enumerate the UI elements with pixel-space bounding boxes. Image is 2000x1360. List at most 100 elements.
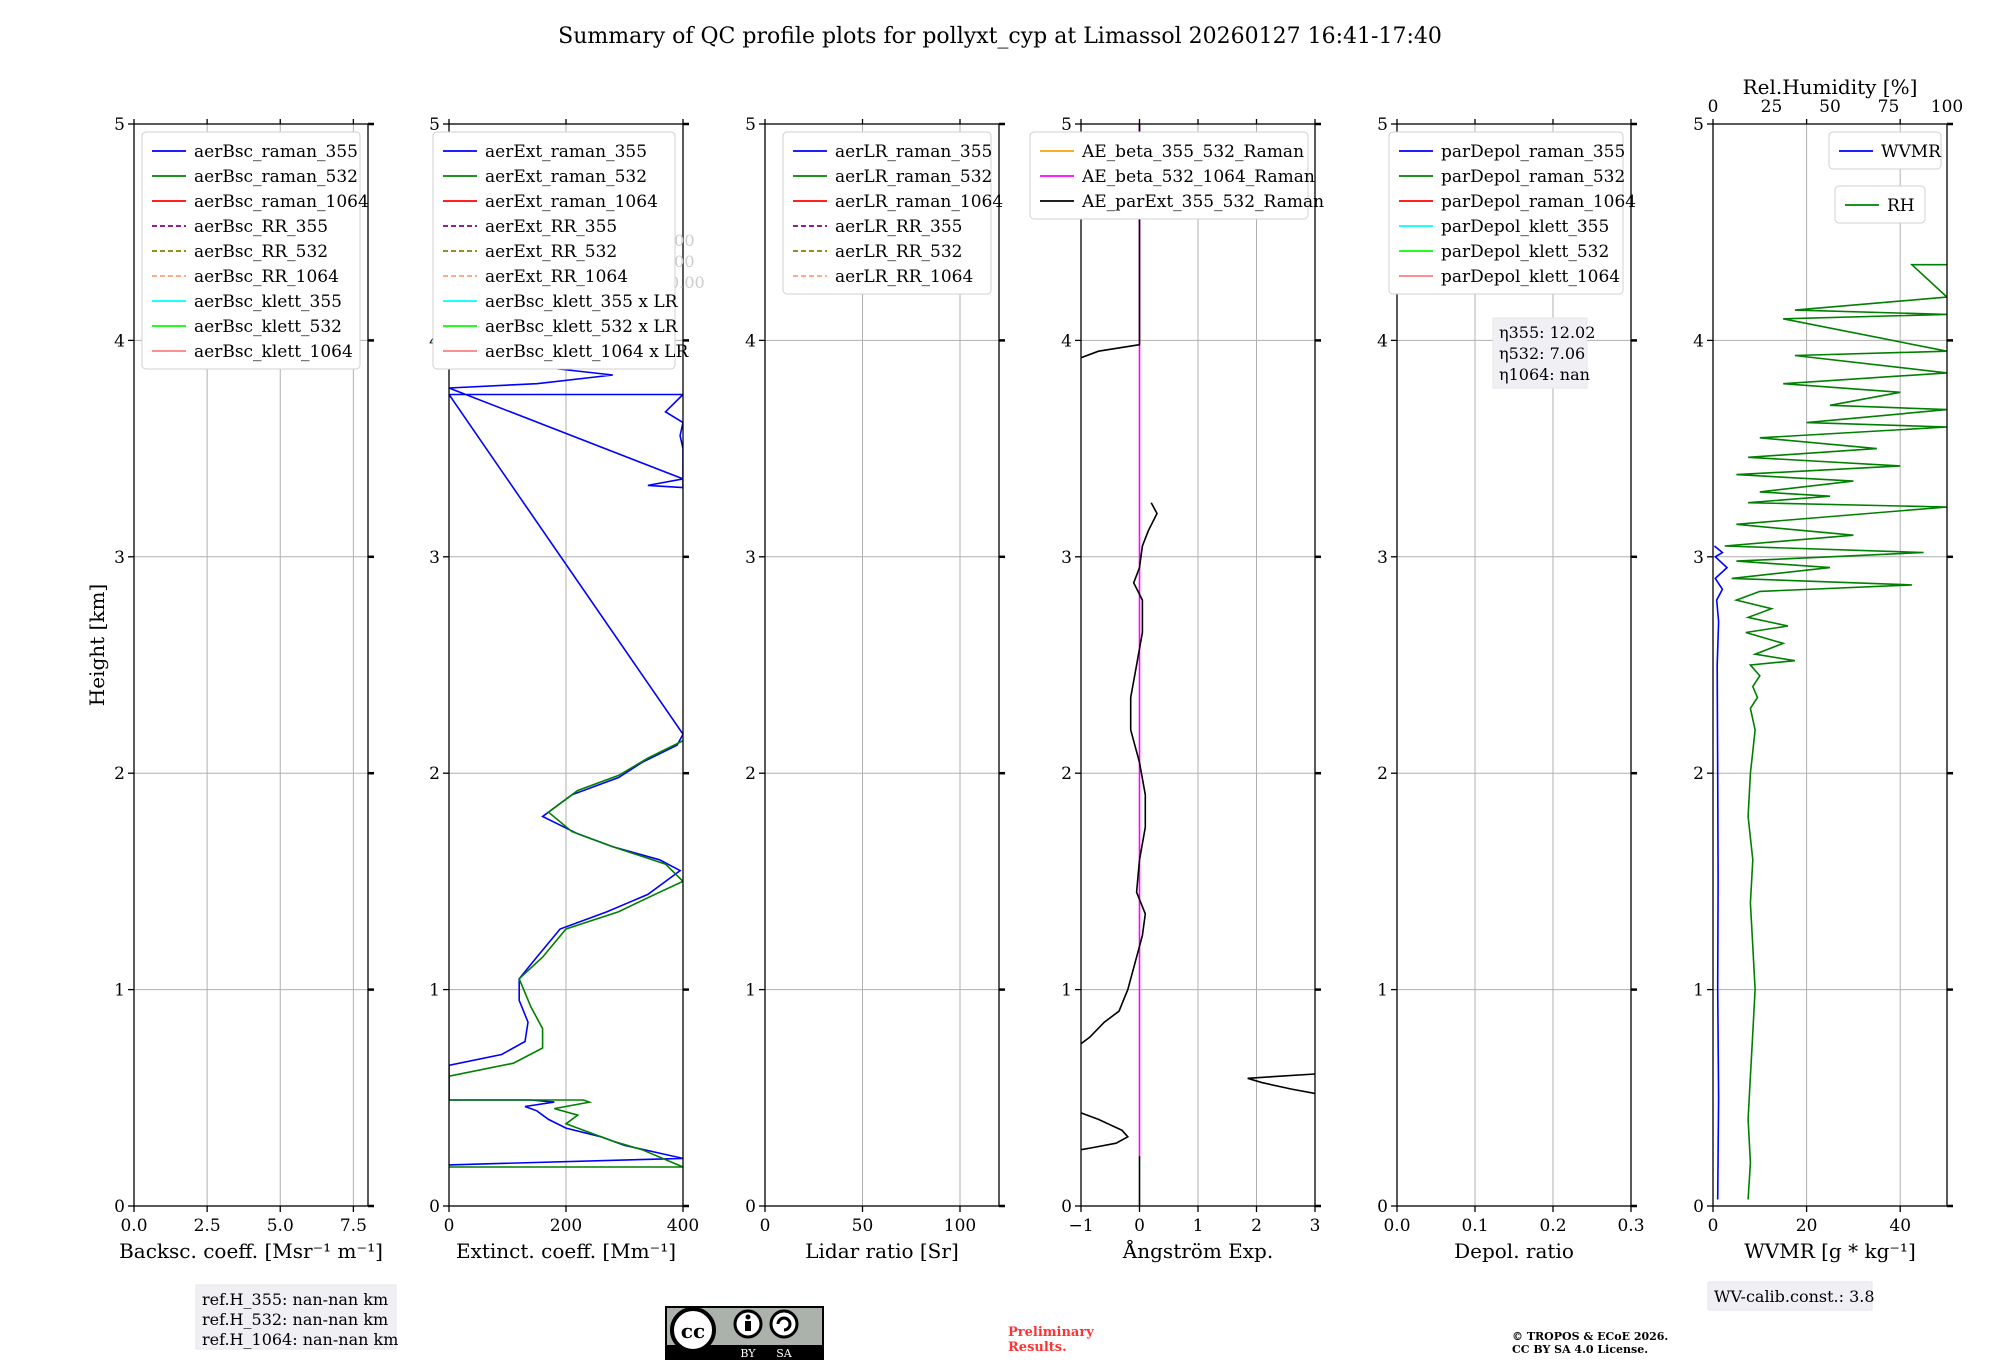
annotation-line: η1064: nan — [1499, 365, 1590, 384]
y-tick-label: 4 — [745, 331, 756, 351]
y-tick-label: 2 — [429, 764, 440, 784]
legend-label: aerLR_raman_532 — [835, 167, 992, 187]
figure-title: Summary of QC profile plots for pollyxt_… — [558, 24, 1442, 49]
y-tick-label: 3 — [1693, 548, 1704, 568]
y-tick-label: 0 — [1061, 1197, 1072, 1217]
wv-calib-box: WV-calib.const.: 3.8 — [1707, 1281, 1875, 1311]
sa-text: SA — [776, 1347, 793, 1360]
legend-label: aerLR_RR_532 — [835, 242, 962, 262]
y-tick-label: 4 — [1377, 331, 1388, 351]
legend-label: aerBsc_RR_532 — [194, 242, 328, 262]
series-line-AE_parExt_355_532_Raman_e — [1247, 1073, 1315, 1095]
axes-frame — [133, 123, 369, 1207]
refinfo-box: ref.H_355: nan-nan km ref.H_532: nan-nan… — [195, 1284, 398, 1350]
y-tick-label: 5 — [429, 115, 440, 135]
top-x-tick-label: 0 — [1708, 97, 1719, 117]
cc-license-badge: cc BY SA — [665, 1306, 824, 1360]
legend: RH — [1834, 185, 1926, 224]
y-tick-label: 4 — [1693, 331, 1704, 351]
y-tick-label: 2 — [745, 764, 756, 784]
x-tick-label: 40 — [1889, 1216, 1911, 1236]
preliminary-line-1: Preliminary — [1008, 1325, 1094, 1340]
legend-label: aerLR_raman_355 — [835, 142, 992, 162]
series-line-RH — [1724, 263, 1947, 1200]
x-tick-label: 3 — [1310, 1216, 1321, 1236]
x-tick-label: 20 — [1796, 1216, 1818, 1236]
legend-label: parDepol_raman_355 — [1441, 142, 1625, 162]
y-tick-label: 4 — [114, 331, 125, 351]
legend-label: aerLR_RR_1064 — [835, 267, 973, 287]
panel-ext: 0200400012345Extinct. coeff. [Mm⁻¹]LR355… — [429, 115, 705, 1263]
y-tick-label: 2 — [114, 764, 125, 784]
x-tick-label: 1 — [1193, 1216, 1204, 1236]
refinfo-line-3: ref.H_1064: nan-nan km — [202, 1330, 398, 1349]
legend: AE_beta_355_532_Raman AE_beta_532_1064_Ra… — [1029, 131, 1324, 220]
sa-icon — [769, 1309, 799, 1339]
y-tick-label: 3 — [1377, 548, 1388, 568]
y-tick-label: 1 — [1061, 981, 1072, 1001]
top-x-tick-label: 25 — [1761, 97, 1783, 117]
x-axis-label: Extinct. coeff. [Mm⁻¹] — [456, 1239, 676, 1263]
legend-label: aerBsc_raman_532 — [194, 167, 358, 187]
legend: aerLR_raman_355 aerLR_raman_532 aerLR_rama… — [782, 131, 1003, 295]
series-line-AE_parExt_355_532_Raman_d — [1081, 1112, 1130, 1151]
x-tick-label: −1 — [1068, 1216, 1093, 1236]
x-tick-label: 50 — [852, 1216, 874, 1236]
series-line-AE_parExt_355_532_Raman — [1081, 124, 1141, 359]
legend-label: aerExt_RR_355 — [485, 217, 617, 237]
top-x-tick-label: 50 — [1819, 97, 1841, 117]
legend: aerExt_raman_355 aerExt_raman_532 aerExt_r… — [432, 131, 689, 370]
panel-bsc: 0.0 2.5 5.0 7.5 0 1 2 3 4 5 Backsc. coeff. [Msr⁻¹ … — [114, 115, 383, 1263]
y-tick-label: 1 — [1693, 981, 1704, 1001]
top-x-tick-label: 100 — [1931, 97, 1963, 117]
legend-label: aerBsc_RR_355 — [194, 217, 328, 237]
x-tick-label: 5.0 — [267, 1216, 294, 1236]
y-tick-label: 3 — [1061, 548, 1072, 568]
y-tick-label: 3 — [745, 548, 756, 568]
legend: aerBsc_raman_355 aerBsc_raman_532 aerBsc_r… — [141, 131, 369, 370]
legend-label: aerExt_RR_1064 — [485, 267, 628, 287]
legend-label: aerBsc_RR_1064 — [194, 267, 339, 287]
x-tick-label: 0 — [760, 1216, 771, 1236]
x-axis-label: Backsc. coeff. [Msr⁻¹ m⁻¹] — [119, 1239, 383, 1263]
refinfo-line-1: ref.H_355: nan-nan km — [202, 1290, 388, 1309]
axes-frame — [764, 123, 1000, 1207]
x-tick-label: 2 — [1251, 1216, 1262, 1236]
panels: 0.0 2.5 5.0 7.5 0 1 2 3 4 5 Backsc. coeff. [Msr⁻¹ … — [114, 75, 1963, 1263]
series-group — [1713, 263, 1947, 1200]
y-tick-label: 5 — [745, 115, 756, 135]
legend-label: aerExt_RR_532 — [485, 242, 617, 262]
axes-frame — [1712, 123, 1948, 1207]
series-line-WVMR — [1713, 545, 1729, 1200]
y-tick-label: 0 — [114, 1197, 125, 1217]
y-tick-label: 4 — [1061, 331, 1072, 351]
y-tick-label: 1 — [1377, 981, 1388, 1001]
copyright-line-1: © TROPOS & ECoE 2026. — [1512, 1330, 1668, 1343]
annotation-line: η532: 7.06 — [1499, 344, 1585, 363]
y-tick-label: 0 — [429, 1197, 440, 1217]
series-line-AE_parExt_355_532_Raman_c — [1081, 502, 1158, 1045]
series-group — [1081, 124, 1315, 1206]
y-tick-label: 3 — [429, 548, 440, 568]
legend-label: aerLR_raman_1064 — [835, 192, 1003, 212]
series-line-aerExt_raman_532 — [449, 739, 683, 1168]
legend-label: aerExt_raman_1064 — [485, 192, 658, 212]
refinfo-line-2: ref.H_532: nan-nan km — [202, 1310, 388, 1329]
x-tick-label: 0.1 — [1461, 1216, 1488, 1236]
y-tick-label: 5 — [1377, 115, 1388, 135]
legend-label: parDepol_klett_1064 — [1441, 267, 1620, 287]
cc-icon — [670, 1307, 716, 1353]
y-tick-label: 3 — [114, 548, 125, 568]
legend-label: aerExt_raman_355 — [485, 142, 647, 162]
y-tick-label: 2 — [1693, 764, 1704, 784]
legend: WVMR — [1828, 131, 1942, 170]
legend-label: aerBsc_raman_1064 — [194, 192, 369, 212]
legend-label: parDepol_klett_532 — [1441, 242, 1609, 262]
by-text: BY — [740, 1347, 756, 1360]
y-tick-label: 1 — [429, 981, 440, 1001]
legend-label: aerBsc_klett_532 x LR — [485, 317, 679, 337]
y-tick-label: 1 — [745, 981, 756, 1001]
series-line-aerExt_raman_355 — [449, 356, 683, 1166]
